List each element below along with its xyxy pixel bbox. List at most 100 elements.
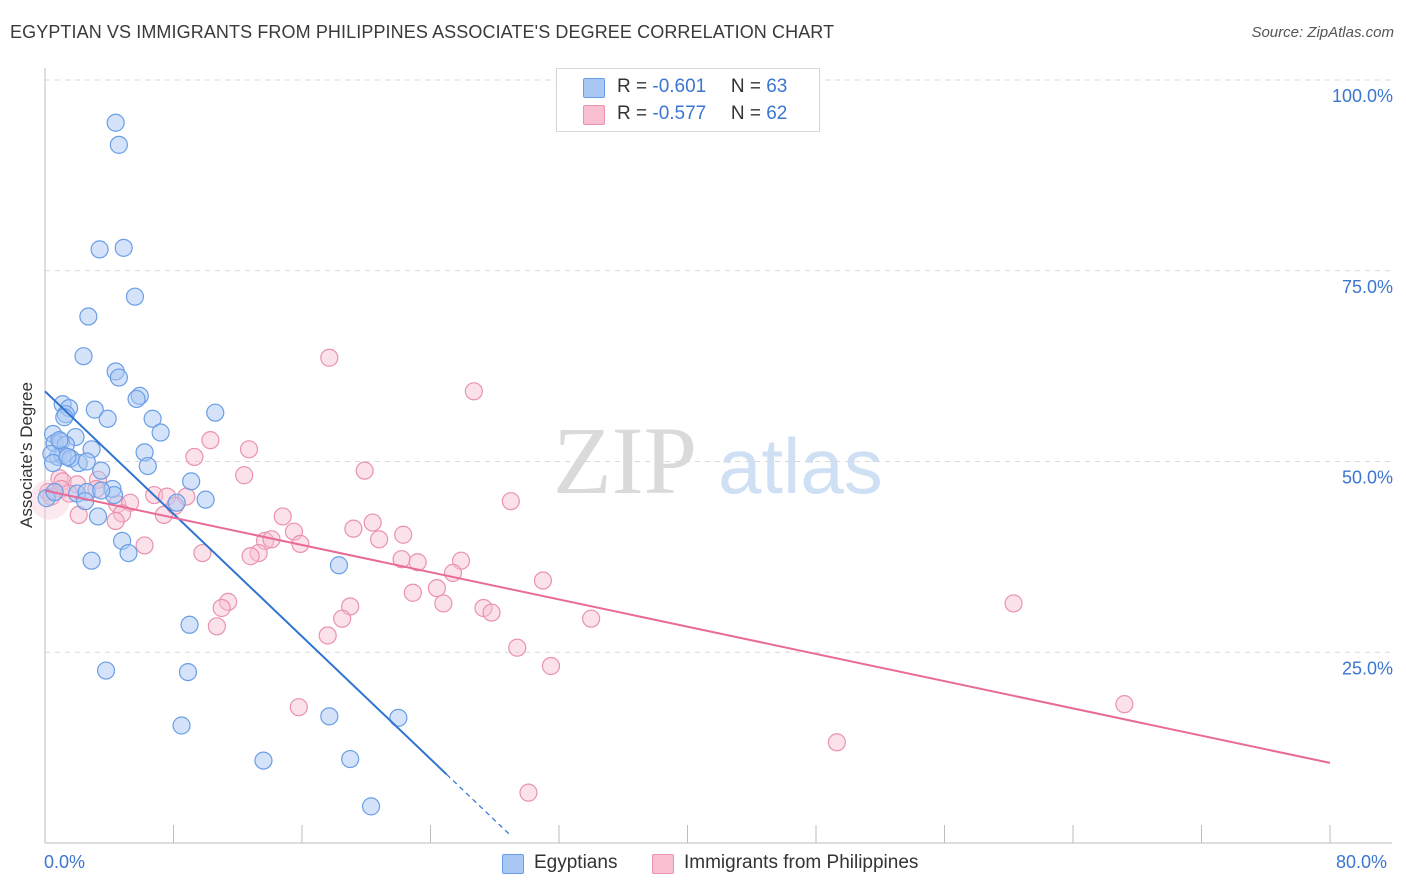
point-egyptians <box>92 461 111 480</box>
point-egyptians <box>119 543 138 563</box>
watermark-zip: ZIP <box>553 407 697 514</box>
point-philippines <box>289 698 308 717</box>
point-philippines <box>239 440 259 459</box>
point-egyptians <box>88 507 108 526</box>
y-tick-label: 100.0% <box>1332 86 1393 106</box>
point-philippines <box>519 783 538 802</box>
point-philippines <box>501 492 520 511</box>
point-philippines <box>185 447 204 467</box>
point-egyptians <box>196 490 215 509</box>
point-egyptians <box>138 456 157 476</box>
point-egyptians <box>151 423 170 442</box>
point-philippines <box>318 626 337 645</box>
legend-swatch-philippines <box>652 854 674 874</box>
point-egyptians <box>50 431 69 450</box>
point-egyptians <box>55 408 74 427</box>
point-egyptians <box>74 347 93 366</box>
point-philippines <box>394 525 413 544</box>
point-philippines <box>1115 695 1134 714</box>
point-egyptians <box>96 661 116 680</box>
y-tick-label: 75.0% <box>1342 277 1393 297</box>
x-tick-max: 80.0% <box>1336 852 1388 872</box>
point-philippines <box>112 504 132 523</box>
point-egyptians <box>167 493 186 512</box>
correlation-legend: R = -0.601 N = 63 R = -0.577 N = 62 <box>556 68 820 132</box>
legend-label-egyptians: Egyptians <box>534 852 618 873</box>
point-egyptians <box>172 716 191 735</box>
point-philippines <box>370 530 389 549</box>
point-philippines <box>241 547 260 566</box>
point-egyptians <box>341 749 360 769</box>
point-philippines <box>582 609 601 628</box>
legend-swatch-egyptians <box>502 854 524 874</box>
point-philippines <box>333 609 352 628</box>
point-egyptians <box>109 135 128 154</box>
series-egyptians-points <box>37 113 408 816</box>
legend-n-label: N = <box>730 76 767 97</box>
point-philippines <box>508 638 527 657</box>
point-philippines <box>135 536 154 555</box>
x-tick-min: 0.0% <box>44 852 86 872</box>
point-egyptians <box>82 551 101 570</box>
point-egyptians <box>143 409 162 428</box>
point-philippines <box>212 598 231 618</box>
point-egyptians <box>127 389 146 409</box>
point-egyptians <box>98 409 117 428</box>
point-egyptians <box>320 707 339 726</box>
point-philippines <box>541 656 561 676</box>
point-philippines <box>408 553 427 572</box>
source-credit: Source: ZipAtlas.com <box>1251 24 1394 41</box>
point-philippines <box>106 511 125 531</box>
trend-line-egyptians-extension <box>446 773 512 837</box>
point-egyptians <box>114 238 133 257</box>
legend-label-philippines: Immigrants from Philippines <box>684 852 919 873</box>
point-philippines <box>434 594 453 613</box>
point-philippines <box>1004 594 1023 613</box>
point-egyptians <box>180 615 199 634</box>
point-philippines <box>207 617 226 636</box>
legend-n-label: N = <box>730 103 767 124</box>
point-egyptians <box>92 481 111 500</box>
point-egyptians <box>85 400 104 419</box>
legend-r-value: -0.601 <box>652 76 707 97</box>
y-tick-label: 50.0% <box>1342 468 1393 488</box>
point-egyptians <box>58 447 77 467</box>
point-egyptians <box>77 452 96 471</box>
point-philippines <box>355 461 374 480</box>
point-philippines <box>344 519 363 538</box>
y-tick-label: 25.0% <box>1342 658 1393 678</box>
watermark: ZIP atlas <box>553 407 883 514</box>
point-philippines <box>533 571 553 590</box>
point-philippines <box>320 348 339 367</box>
point-egyptians <box>254 751 273 770</box>
watermark-atlas: atlas <box>718 422 883 510</box>
chart-title: EGYPTIAN VS IMMIGRANTS FROM PHILIPPINES … <box>10 22 835 42</box>
point-philippines <box>201 431 220 450</box>
point-egyptians <box>178 662 198 682</box>
point-egyptians <box>79 307 98 326</box>
legend-r-value: -0.577 <box>652 103 707 124</box>
point-philippines <box>482 603 501 622</box>
legend-n-value: 63 <box>766 76 788 97</box>
legend-swatch-philippines <box>583 105 605 125</box>
point-philippines <box>363 513 382 532</box>
point-philippines <box>403 583 422 602</box>
point-philippines <box>193 543 212 563</box>
point-philippines <box>464 382 483 401</box>
point-egyptians <box>90 240 109 259</box>
point-philippines <box>235 466 254 485</box>
grid-lines <box>45 79 1392 653</box>
legend-n-value: 62 <box>766 103 788 124</box>
legend-swatch-egyptians <box>583 78 605 98</box>
trend-line-egyptians <box>44 390 448 776</box>
point-egyptians <box>125 287 145 306</box>
point-egyptians <box>106 113 125 132</box>
point-philippines <box>427 579 447 598</box>
point-philippines <box>273 507 292 526</box>
legend-r-label: R = <box>617 76 653 97</box>
point-egyptians <box>361 797 381 816</box>
point-philippines <box>827 733 846 752</box>
point-egyptians <box>182 472 201 491</box>
trend-lines <box>44 390 1331 837</box>
